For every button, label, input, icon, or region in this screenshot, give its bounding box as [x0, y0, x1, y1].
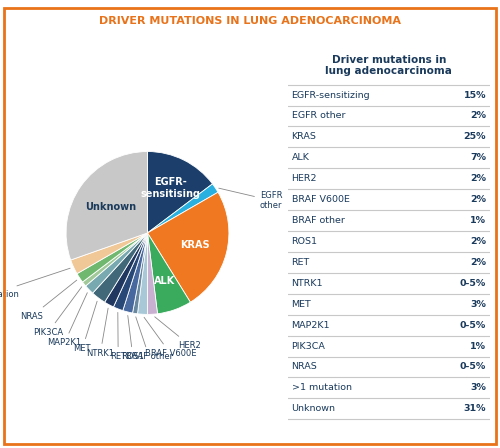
- Text: 2%: 2%: [470, 112, 486, 121]
- Text: 1%: 1%: [470, 216, 486, 225]
- Text: EGFR
other: EGFR other: [219, 188, 282, 210]
- Text: DRIVER MUTATIONS IN LUNG ADENOCARCINOMA: DRIVER MUTATIONS IN LUNG ADENOCARCINOMA: [99, 16, 401, 26]
- Text: HER2: HER2: [292, 174, 317, 183]
- Text: Unknown: Unknown: [292, 404, 336, 414]
- Text: 31%: 31%: [464, 404, 486, 414]
- Wedge shape: [148, 192, 229, 302]
- Text: MAP2K1: MAP2K1: [292, 321, 330, 330]
- Wedge shape: [148, 151, 212, 233]
- Wedge shape: [70, 233, 148, 274]
- Text: lung adenocarcinoma: lung adenocarcinoma: [326, 66, 452, 76]
- Text: 2%: 2%: [470, 237, 486, 246]
- Wedge shape: [66, 151, 148, 260]
- Text: EGFR-
sensitising: EGFR- sensitising: [140, 177, 200, 198]
- Text: 7%: 7%: [470, 153, 486, 162]
- Text: MET: MET: [292, 300, 312, 309]
- Text: EGFR other: EGFR other: [292, 112, 345, 121]
- Text: 0-5%: 0-5%: [460, 321, 486, 330]
- Wedge shape: [77, 233, 148, 282]
- Text: Driver mutations in: Driver mutations in: [332, 55, 446, 65]
- Text: NTRK1: NTRK1: [292, 279, 323, 288]
- Wedge shape: [92, 233, 148, 302]
- Text: KRAS: KRAS: [292, 133, 316, 142]
- Text: 0-5%: 0-5%: [460, 279, 486, 288]
- Text: ROS1: ROS1: [292, 237, 318, 246]
- Text: 2%: 2%: [470, 258, 486, 267]
- Wedge shape: [132, 233, 148, 314]
- Wedge shape: [86, 233, 148, 293]
- Text: 3%: 3%: [470, 383, 486, 392]
- Text: ALK: ALK: [292, 153, 310, 162]
- Wedge shape: [82, 233, 148, 286]
- Wedge shape: [104, 233, 148, 307]
- Text: BRAF other: BRAF other: [292, 216, 344, 225]
- Text: RET: RET: [292, 258, 310, 267]
- Text: MAP2K1: MAP2K1: [48, 293, 88, 347]
- Wedge shape: [123, 233, 148, 313]
- Text: 2%: 2%: [470, 195, 486, 204]
- Text: 1%: 1%: [470, 341, 486, 350]
- Text: MET: MET: [74, 301, 97, 353]
- Text: 2%: 2%: [470, 174, 486, 183]
- Text: NTRK1: NTRK1: [86, 308, 115, 358]
- Text: BRAF V600E: BRAF V600E: [292, 195, 350, 204]
- Text: NRAS: NRAS: [20, 280, 77, 320]
- Text: HER2: HER2: [154, 317, 201, 350]
- Text: ROS1: ROS1: [122, 315, 144, 361]
- Text: BRAF V600E: BRAF V600E: [144, 317, 196, 358]
- Wedge shape: [138, 233, 147, 314]
- Text: BRAF other: BRAF other: [126, 317, 172, 361]
- Text: ALK: ALK: [154, 276, 175, 285]
- Text: >1 mutation: >1 mutation: [292, 383, 352, 392]
- Text: RET: RET: [110, 312, 126, 361]
- Text: PIK3CA: PIK3CA: [33, 287, 82, 337]
- Wedge shape: [148, 233, 190, 314]
- Text: Unknown: Unknown: [86, 202, 136, 212]
- Text: EGFR-sensitizing: EGFR-sensitizing: [292, 90, 370, 99]
- Text: 3%: 3%: [470, 300, 486, 309]
- Text: PIK3CA: PIK3CA: [292, 341, 326, 350]
- Text: NRAS: NRAS: [292, 362, 318, 371]
- Text: >1 mutation: >1 mutation: [0, 268, 70, 298]
- Text: KRAS: KRAS: [180, 240, 210, 250]
- Wedge shape: [148, 184, 218, 233]
- Wedge shape: [148, 233, 158, 314]
- Text: 15%: 15%: [464, 90, 486, 99]
- Wedge shape: [114, 233, 148, 310]
- Text: 25%: 25%: [464, 133, 486, 142]
- Text: 0-5%: 0-5%: [460, 362, 486, 371]
